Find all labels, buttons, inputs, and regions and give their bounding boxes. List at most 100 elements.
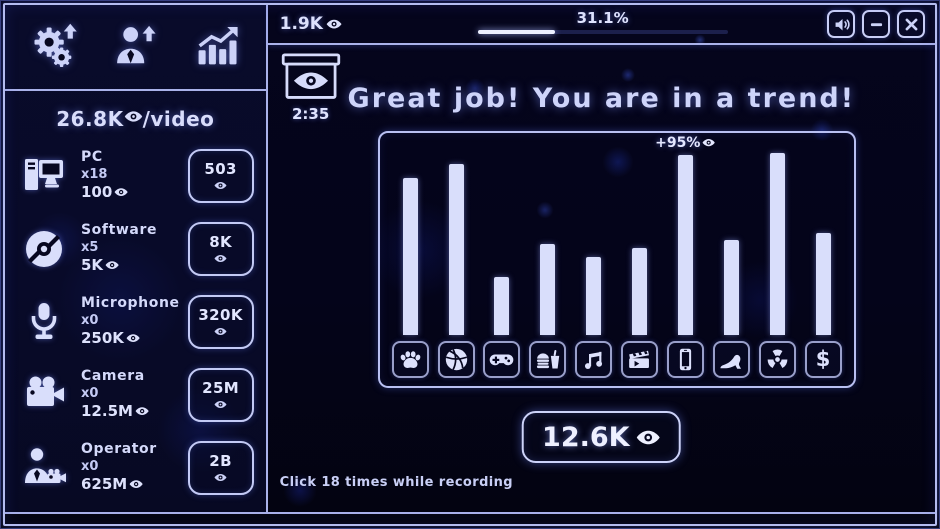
category-sports-icon — [437, 341, 475, 378]
buy-price: 503 — [204, 159, 237, 178]
bar-bonus-label: +95% — [655, 135, 716, 151]
item-count: x18 — [81, 166, 108, 182]
category-games-icon — [483, 341, 521, 378]
bottom-strip — [5, 514, 935, 524]
item-name: PC — [81, 149, 103, 166]
chart-column — [805, 233, 842, 335]
item-count: x0 — [81, 385, 99, 401]
category-fashion-icon — [712, 341, 750, 378]
trend-bar — [448, 164, 464, 335]
dollar-icon: $ — [815, 347, 831, 371]
chart-column — [621, 248, 658, 335]
recording-screen: 2:35 Great job! You are in a trend! +95%… — [268, 45, 935, 512]
buy-microphone-button[interactable]: 320K — [187, 294, 254, 349]
trend-icons: $ — [391, 341, 842, 378]
item-income-value: 5K — [81, 256, 104, 274]
shop-item-microphone: Microphone x0 250K 320K — [5, 285, 266, 358]
trend-bar — [586, 257, 602, 335]
trend-chart: +95% $ — [377, 131, 856, 388]
item-income: 12.5M — [81, 402, 149, 421]
video-progress: 31.1% — [477, 9, 728, 34]
chart-column — [529, 244, 566, 335]
timer-value: 2:35 — [291, 105, 330, 123]
item-name: Microphone — [81, 295, 180, 312]
item-count: x5 — [81, 239, 99, 255]
gears-upgrade-icon — [34, 23, 77, 68]
category-money-icon: $ — [804, 341, 842, 378]
item-name: Camera — [81, 368, 145, 385]
eye-icon — [114, 185, 128, 199]
chart-column — [713, 240, 750, 335]
item-income: 625M — [81, 475, 157, 494]
eye-icon — [214, 252, 227, 265]
left-column: 26.8K/video — [5, 5, 268, 512]
eye-icon — [326, 16, 342, 32]
total-views-counter: 1.9K — [280, 14, 342, 34]
body-row: 26.8K/video — [5, 5, 935, 514]
item-name: Operator — [81, 441, 157, 458]
trend-bar — [632, 248, 647, 335]
chart-column — [483, 277, 520, 335]
category-music-icon — [575, 341, 613, 378]
collect-reward-button[interactable]: 12.6K — [522, 411, 681, 463]
trend-bar — [402, 178, 418, 335]
staff-button[interactable] — [102, 15, 168, 79]
buy-price: 8K — [209, 232, 233, 251]
chart-column — [575, 257, 612, 335]
item-text: Software x5 5K — [81, 222, 157, 275]
progress-fill — [477, 30, 556, 34]
software-disc-icon — [15, 225, 73, 273]
chart-column — [438, 164, 475, 335]
views-value: 1.9K — [279, 14, 323, 34]
eye-icon — [129, 477, 143, 491]
eye-icon — [702, 136, 716, 149]
staff-upgrade-icon — [117, 25, 156, 64]
progress-track — [477, 30, 728, 34]
eye-icon — [214, 471, 227, 484]
sound-button[interactable] — [827, 10, 855, 38]
category-food-icon — [529, 341, 567, 378]
category-danger-icon — [758, 341, 796, 378]
right-column: 1.9K 31.1% — [267, 5, 935, 512]
eye-icon — [214, 179, 227, 192]
item-name: Software — [81, 222, 158, 239]
trend-bar — [815, 233, 831, 335]
shop-item-operator: Operator x0 625M 2B — [5, 431, 266, 504]
close-icon — [905, 18, 917, 30]
trend-bar — [494, 277, 510, 335]
sound-icon — [835, 18, 850, 30]
eye-icon — [636, 425, 661, 450]
eye-icon — [105, 258, 119, 272]
item-income-value: 100 — [81, 183, 113, 201]
trend-bar — [769, 153, 785, 335]
buy-camera-button[interactable]: 25M — [187, 367, 254, 422]
item-income-value: 250K — [81, 329, 124, 347]
pc-icon — [15, 152, 73, 200]
reward-value: 12.6K — [542, 421, 630, 453]
stats-button[interactable] — [184, 15, 250, 79]
item-income: 250K — [81, 329, 180, 348]
minimize-button[interactable] — [862, 10, 890, 38]
close-button[interactable] — [897, 10, 925, 38]
toolbar — [5, 5, 266, 91]
buy-price: 320K — [198, 305, 243, 324]
operator-icon — [15, 444, 73, 492]
trend-bar — [723, 240, 739, 335]
recording-box-eye-icon — [281, 53, 340, 99]
buy-price: 2B — [209, 451, 232, 470]
buy-pc-button[interactable]: 503 — [187, 148, 254, 203]
category-pets-icon — [391, 341, 429, 378]
stats-trend-icon — [198, 26, 238, 65]
trend-bar — [677, 155, 693, 335]
microphone-icon — [15, 298, 73, 346]
upgrades-button[interactable] — [21, 15, 87, 79]
buy-operator-button[interactable]: 2B — [187, 440, 254, 495]
eye-icon — [124, 107, 143, 126]
shop-item-pc: PC x18 100 503 — [5, 139, 266, 212]
buy-price: 25M — [202, 378, 240, 397]
income-suffix: /video — [142, 107, 215, 131]
eye-icon — [214, 398, 227, 411]
buy-software-button[interactable]: 8K — [187, 221, 254, 276]
sidebar: 26.8K/video — [5, 91, 266, 512]
